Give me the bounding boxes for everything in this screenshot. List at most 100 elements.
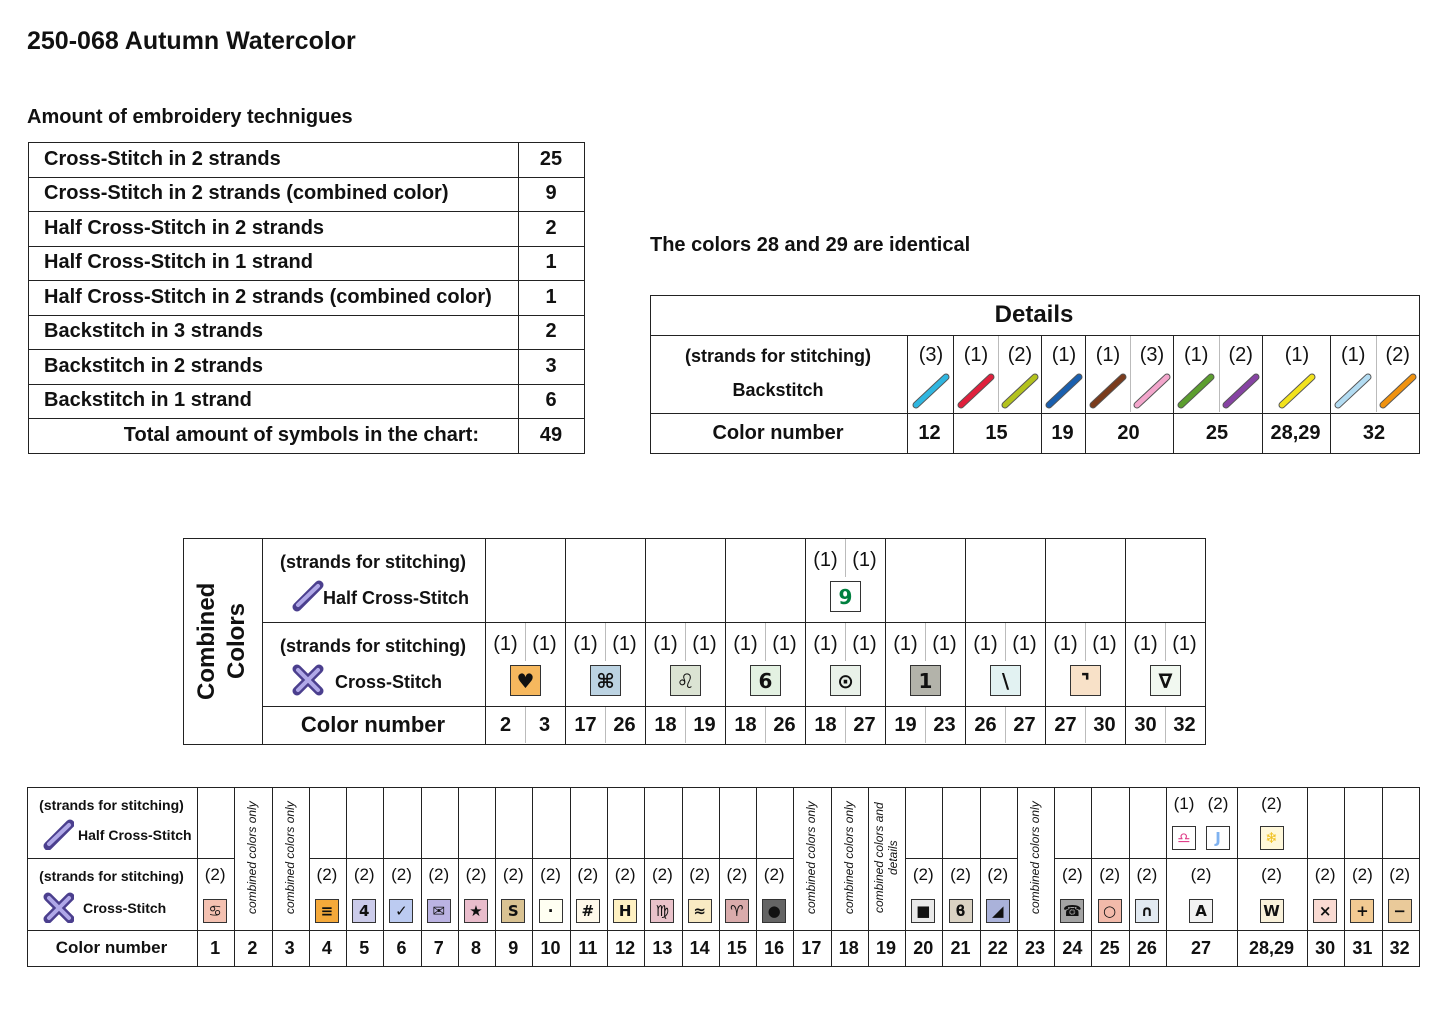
half-cell — [885, 538, 966, 623]
color-number: 25 — [1099, 937, 1120, 958]
label-cell: Backstitch in 3 strands — [28, 314, 519, 350]
separator — [845, 623, 846, 661]
strands: (1) — [772, 632, 797, 655]
note-text: combined colors only — [282, 801, 297, 915]
technique-count: 9 — [545, 182, 557, 204]
label-cell: Half Cross-Stitch in 2 strands — [28, 211, 519, 247]
number-cell: 30 32 — [1125, 706, 1206, 745]
symbol: 4 — [352, 899, 377, 923]
half-cell — [383, 787, 422, 859]
note-cell: combined colors only — [1016, 787, 1056, 931]
half-cell — [346, 787, 385, 859]
separator — [605, 707, 606, 743]
value-cell: 6 — [518, 383, 585, 419]
color-number: 20 — [1117, 421, 1140, 444]
number-cell: 27 30 — [1045, 706, 1126, 745]
stitch-icon — [291, 663, 325, 697]
color-number: 26 — [1136, 937, 1157, 958]
backstitch-line — [1176, 372, 1216, 410]
half-cell — [905, 787, 944, 859]
color-number: 32 — [1362, 421, 1386, 444]
heading: Amount of embroidery technigues — [27, 105, 353, 128]
cross-cell: (2) ☎ — [1054, 858, 1093, 931]
number-cell: 6 — [383, 930, 422, 967]
strands: (2) — [540, 865, 561, 884]
strands: (1) — [1173, 794, 1195, 813]
note-cell: combined colors only — [793, 787, 832, 931]
label-cell: Backstitch in 2 strands — [28, 349, 519, 385]
cross-cell: (2) ★ — [457, 858, 497, 931]
half-cell — [565, 538, 646, 623]
technique-label: Half Cross-Stitch in 1 strand — [44, 251, 313, 273]
strands: (2) — [1261, 865, 1282, 884]
cross-cell: (2) ϐ — [942, 858, 981, 931]
color-number: 17 — [574, 713, 597, 736]
color-number: 2 — [499, 713, 512, 736]
cross-cell: (2) · — [532, 858, 571, 931]
symbol: × — [1313, 899, 1338, 923]
strands: (1) — [893, 632, 918, 655]
strands: (1) — [813, 548, 838, 571]
backstitch-line — [956, 372, 996, 410]
note-text: combined colors only — [841, 801, 856, 915]
separator — [685, 707, 686, 743]
strands-label: (strands for stitching) — [39, 868, 184, 884]
combined-title-cell: Combined Colors — [183, 538, 263, 745]
number-cell: 31 — [1344, 930, 1383, 967]
separator — [685, 623, 686, 661]
details-label-cell: (strands for stitching) Backstitch — [650, 335, 908, 414]
strands: (2) — [614, 865, 636, 884]
backstitch-label: Backstitch — [732, 379, 824, 400]
cross-cell: (1) (1) 6 — [725, 622, 806, 707]
separator — [1085, 707, 1086, 743]
symbol: ♎ — [1172, 826, 1197, 850]
color-label-cell: Color number — [27, 930, 198, 967]
symbol: 9 — [830, 581, 861, 612]
number-cell: 7 — [420, 930, 459, 967]
backstitch-line — [1088, 372, 1128, 410]
stitch-icon — [291, 579, 325, 613]
number-cell: 26 — [1128, 930, 1168, 967]
strands: (1) — [1095, 343, 1121, 366]
details-title: Details — [994, 301, 1074, 328]
separator — [1130, 336, 1131, 412]
symbol: ∩ — [1134, 899, 1159, 923]
technique-label: Cross-Stitch in 2 strands (combined colo… — [44, 182, 449, 204]
strands: (2) — [651, 865, 673, 884]
details-group: (1) — [1041, 335, 1086, 414]
cross-cell: (1) (1) ⌘ — [565, 622, 646, 707]
details-number-cell: 12 — [907, 413, 954, 454]
strands: (1) — [1184, 343, 1209, 366]
separator — [525, 623, 526, 661]
separator — [1085, 623, 1086, 661]
half-cell — [756, 787, 795, 859]
value-cell: 1 — [518, 245, 585, 281]
number-cell: 23 — [1016, 930, 1056, 967]
color-number: 7 — [433, 937, 444, 958]
half-cell: (1) ♎ (2) J — [1166, 787, 1239, 859]
cross-cell: (2) ∩ — [1128, 858, 1168, 931]
strands: (2) — [1190, 865, 1212, 884]
color-number: 18 — [734, 713, 757, 736]
strands: (2) — [316, 865, 338, 884]
color-number: 16 — [764, 937, 785, 958]
strands: (2) — [577, 865, 599, 884]
number-cell: 22 — [979, 930, 1018, 967]
number-cell: 8 — [457, 930, 497, 967]
cross-cell: (2) ♍ — [644, 858, 683, 931]
half-cell — [718, 787, 758, 859]
symbol: # — [575, 899, 600, 923]
color-number: 24 — [1062, 937, 1083, 958]
number-cell: 9 — [495, 930, 534, 967]
half-cell — [1091, 787, 1130, 859]
strands: (1) — [1051, 343, 1077, 366]
number-cell: 30 — [1307, 930, 1346, 967]
cross-cell: (2) # — [569, 858, 608, 931]
cross-cell: (2) W — [1237, 858, 1309, 931]
strands: (2) — [1314, 865, 1336, 884]
strands: (1) — [653, 632, 678, 655]
cross-cell: (1) (1) \ — [965, 622, 1046, 707]
number-cell: 24 — [1054, 930, 1093, 967]
